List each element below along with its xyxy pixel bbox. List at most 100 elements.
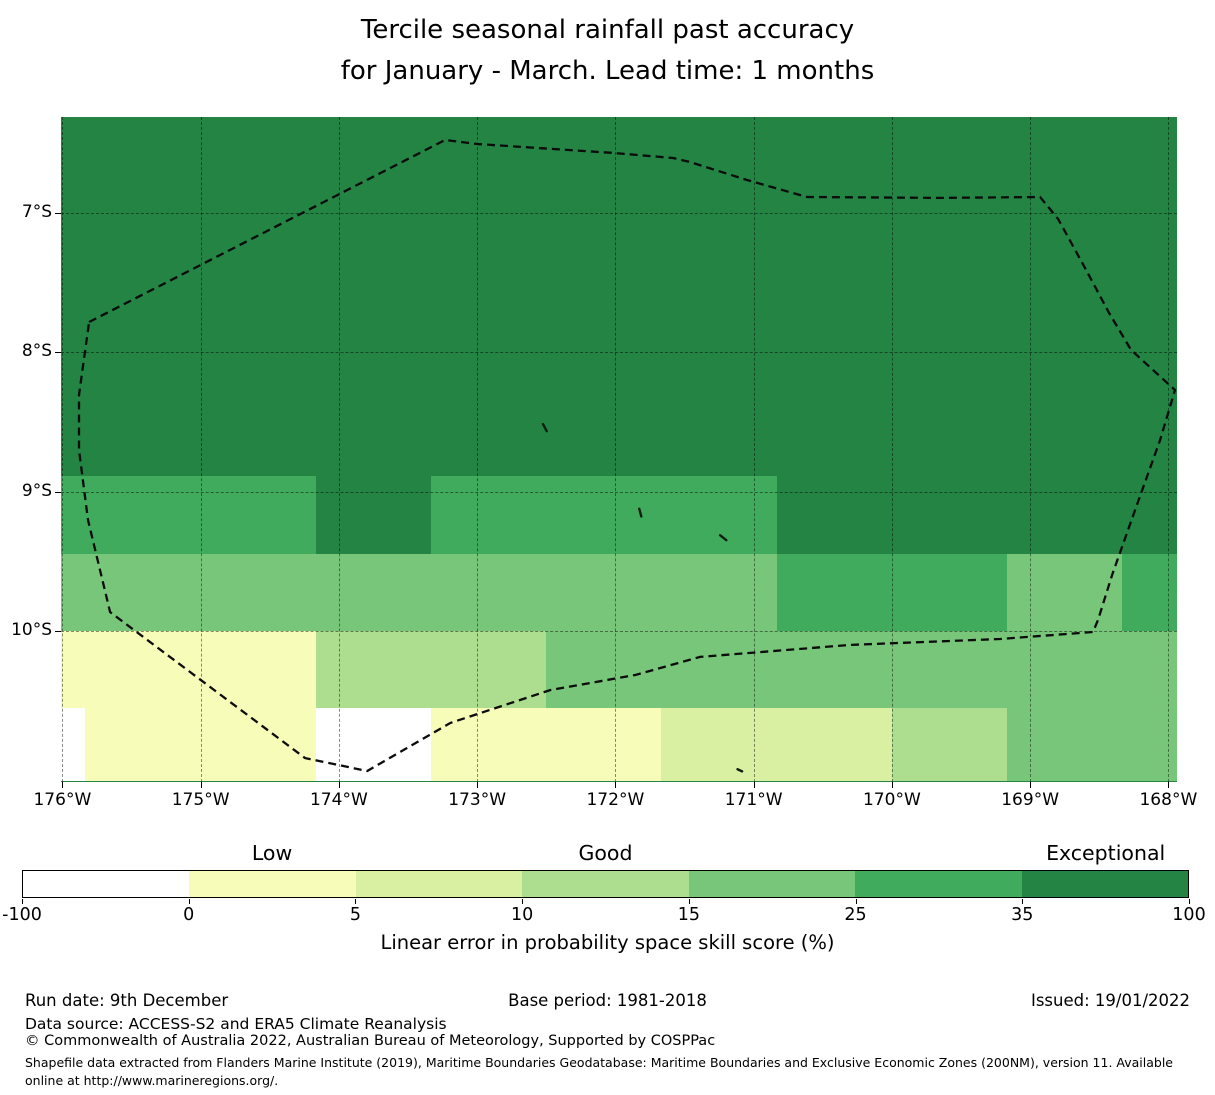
chart-title-line2: for January - March. Lead time: 1 months [340, 56, 875, 86]
shapefile-note-text: Shapefile data extracted from Flanders M… [25, 1055, 1173, 1088]
colorbar-segment [522, 871, 689, 897]
y-axis-tick [55, 491, 61, 493]
colorbar-tick [522, 899, 524, 904]
colorbar-tick-label: 25 [844, 905, 867, 925]
grid-cell [85, 708, 316, 782]
x-axis-tick [753, 782, 755, 788]
x-axis-tick [615, 782, 617, 788]
x-axis-tick [1030, 782, 1032, 788]
colorbar-segment [855, 871, 1022, 897]
grid-cell [1122, 553, 1177, 631]
longitude-gridline [338, 117, 340, 782]
y-axis-tick-label: 8°S [21, 341, 52, 362]
colorbar-tick [188, 899, 190, 904]
colorbar-tick [355, 899, 357, 904]
run-date-text: Run date: 9th December [25, 991, 229, 1010]
longitude-gridline [1168, 117, 1170, 782]
grid-cell [776, 553, 1008, 631]
colorbar-segment [23, 871, 190, 897]
longitude-gridline [891, 117, 893, 782]
latitude-gridline [61, 491, 1177, 493]
grid-cell [661, 708, 892, 782]
longitude-gridline [477, 117, 479, 782]
colorbar-category-label: Good [578, 841, 633, 865]
grid-cell [315, 476, 432, 554]
y-axis-tick-label: 10°S [11, 620, 52, 641]
data-source-text: Data source: ACCESS-S2 and ERA5 Climate … [25, 1015, 447, 1033]
grid-cell [431, 476, 777, 554]
x-axis-tick-label: 173°W [448, 790, 507, 810]
x-axis-tick [477, 782, 479, 788]
x-axis-tick [62, 782, 64, 788]
colorbar-tick [855, 899, 857, 904]
colorbar-tick [688, 899, 690, 904]
x-axis-tick [891, 782, 893, 788]
colorbar-tick [22, 899, 23, 904]
grid-cell [61, 708, 86, 782]
issued-text: Issued: 19/01/2022 [1030, 991, 1190, 1010]
y-axis-tick-label: 7°S [21, 202, 52, 223]
island-mark [541, 422, 548, 433]
y-axis-tick [55, 631, 61, 633]
y-axis-tick [55, 352, 61, 354]
colorbar-segment [1021, 871, 1188, 897]
grid-cell [61, 117, 1177, 477]
grid-cell [891, 708, 1008, 782]
colorbar-tick-label: 10 [511, 905, 534, 925]
colorbar-segment [688, 871, 856, 897]
x-axis-tick-label: 176°W [33, 790, 92, 810]
y-axis-tick [55, 213, 61, 215]
grid-cell [1007, 708, 1177, 782]
colorbar [22, 870, 1189, 898]
y-axis-tick-label: 9°S [21, 480, 52, 501]
grid-cell [315, 631, 547, 709]
x-axis-tick [1168, 782, 1170, 788]
colorbar-tick-label: 15 [677, 905, 700, 925]
colorbar-tick-label: 35 [1011, 905, 1034, 925]
chart-title: Tercile seasonal rainfall past accuracy … [0, 10, 1215, 92]
base-period-text: Base period: 1981-2018 [508, 991, 707, 1010]
colorbar-tick-label: 0 [183, 905, 195, 925]
colorbar-segment [189, 871, 356, 897]
x-axis-tick-label: 172°W [586, 790, 645, 810]
grid-cell [61, 631, 316, 709]
x-axis-tick-label: 169°W [1001, 790, 1060, 810]
colorbar-category-label: Exceptional [1046, 841, 1166, 865]
grid-cell [61, 553, 777, 631]
colorbar-tick [1022, 899, 1024, 904]
x-axis-tick-label: 174°W [309, 790, 368, 810]
island-mark [638, 507, 643, 518]
eez-boundary-line [77, 138, 1177, 773]
colorbar-category-label: Low [251, 841, 293, 865]
longitude-gridline [200, 117, 202, 782]
grid-cell [431, 708, 662, 782]
copyright-text: © Commonwealth of Australia 2022, Austra… [25, 1033, 716, 1049]
island-mark [718, 534, 728, 542]
x-axis-tick-label: 171°W [724, 790, 783, 810]
x-axis-tick-label: 170°W [862, 790, 921, 810]
grid-cell [1007, 553, 1123, 631]
colorbar-tick-label: 5 [349, 905, 361, 925]
colorbar-tick-label: -100 [2, 905, 42, 925]
latitude-gridline [61, 352, 1177, 354]
latitude-gridline [61, 213, 1177, 215]
island-mark [736, 768, 744, 773]
chart-title-line1: Tercile seasonal rainfall past accuracy [360, 15, 855, 45]
latitude-gridline [61, 631, 1177, 633]
x-axis-tick-label: 168°W [1139, 790, 1198, 810]
colorbar-axis-label: Linear error in probability space skill … [380, 931, 835, 954]
map-overlay [77, 138, 1177, 773]
longitude-gridline [753, 117, 755, 782]
x-axis-tick [338, 782, 340, 788]
map-plot-area [61, 117, 1177, 782]
colorbar-segment [355, 871, 523, 897]
longitude-gridline [615, 117, 617, 782]
x-axis-tick-label: 175°W [171, 790, 230, 810]
longitude-gridline [62, 117, 64, 782]
colorbar-tick [1189, 899, 1190, 904]
grid-cell [61, 476, 316, 554]
colorbar-tick-label: 100 [1172, 905, 1206, 925]
grid-cell [776, 476, 1177, 554]
x-axis-tick [200, 782, 202, 788]
